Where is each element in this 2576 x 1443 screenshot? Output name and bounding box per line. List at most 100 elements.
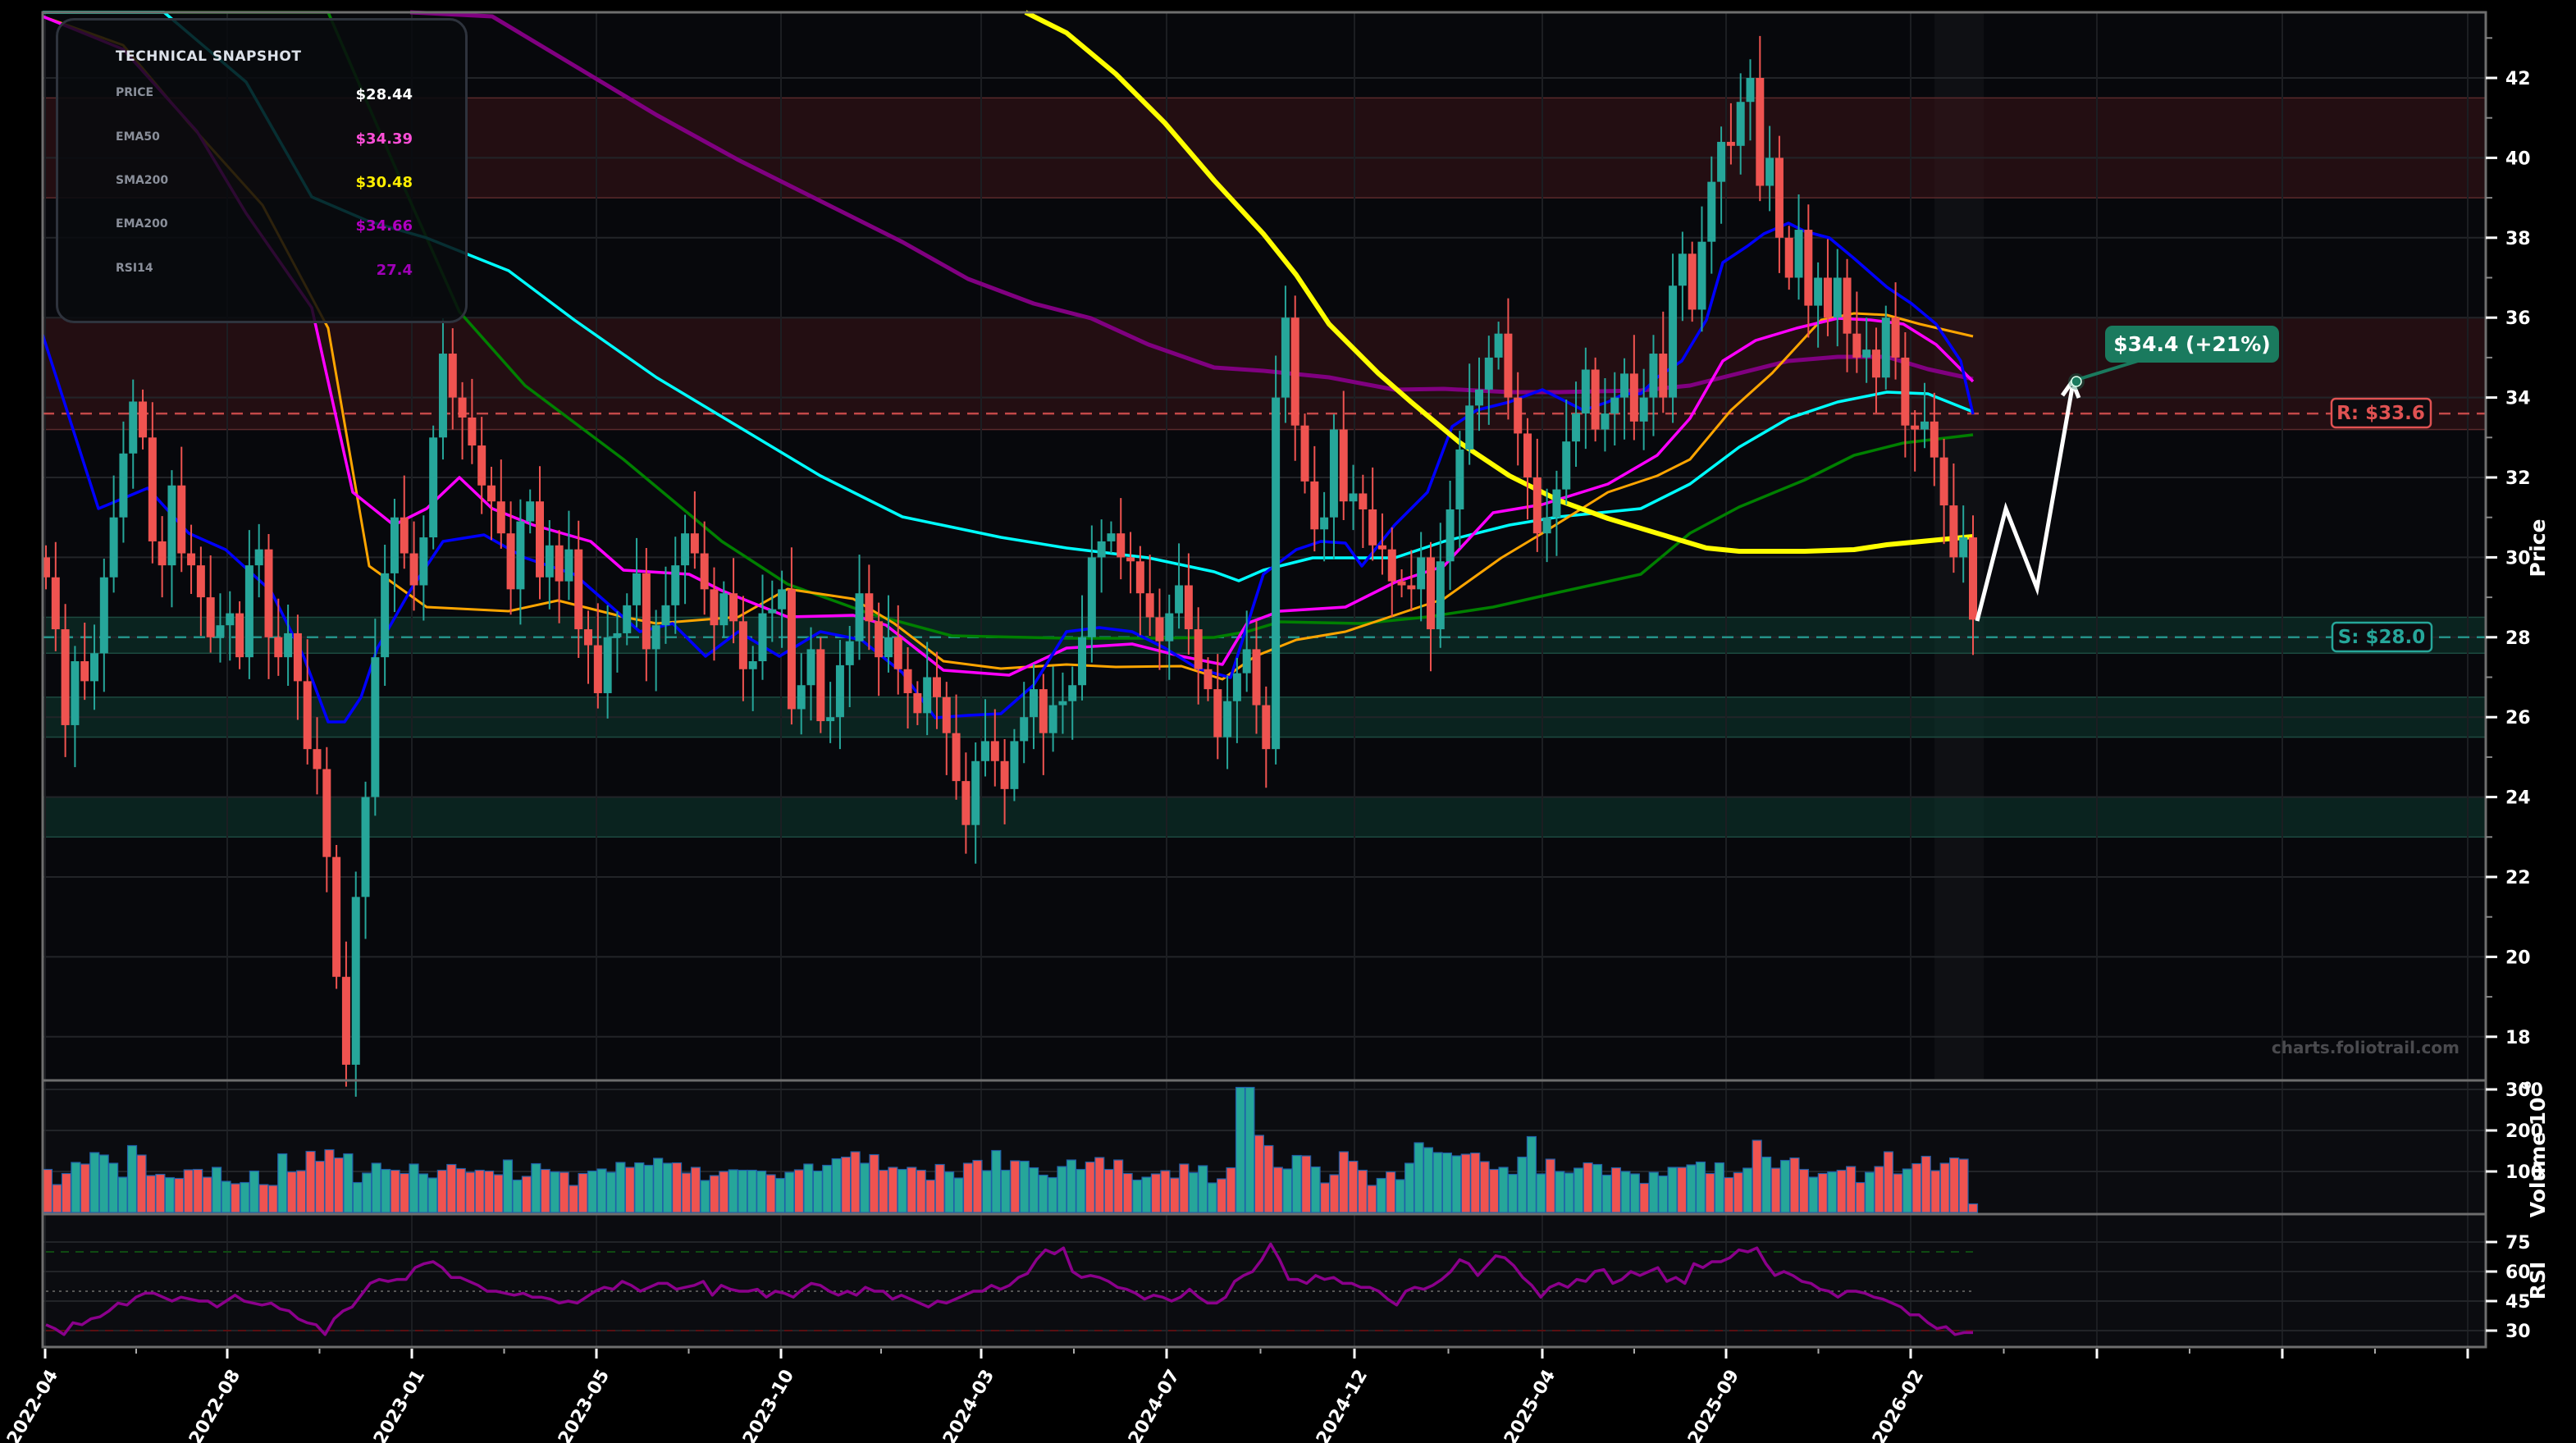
- candle: [1281, 317, 1290, 398]
- candle: [332, 856, 341, 977]
- svg-text:2025-09: 2025-09: [1684, 1367, 1743, 1443]
- candle: [1048, 705, 1057, 733]
- candle: [758, 613, 767, 662]
- candle: [61, 629, 70, 725]
- candle: [486, 485, 496, 502]
- volume-bar: [1714, 1162, 1724, 1213]
- candle: [816, 649, 825, 722]
- volume-bar: [1010, 1160, 1021, 1213]
- volume-bar: [784, 1171, 795, 1213]
- snapshot-row-sma200: SMA200 $30.48: [116, 174, 413, 194]
- volume-bar: [1648, 1171, 1659, 1213]
- candle: [980, 741, 989, 761]
- candle: [80, 661, 89, 682]
- volume-bar: [221, 1180, 231, 1213]
- candle: [1446, 509, 1455, 562]
- candle: [400, 517, 409, 554]
- svg-text:36: 36: [2505, 308, 2531, 329]
- volume-bar: [399, 1172, 410, 1213]
- candle: [1436, 561, 1445, 630]
- candle: [371, 657, 380, 797]
- volume-bar: [1517, 1156, 1528, 1213]
- volume-bar: [1686, 1164, 1697, 1213]
- volume-bar: [52, 1184, 62, 1213]
- candle: [1117, 533, 1126, 558]
- candle: [1329, 429, 1338, 518]
- volume-bar: [1479, 1161, 1490, 1213]
- candle: [797, 685, 806, 710]
- volume-bar: [267, 1185, 278, 1213]
- volume-bar: [202, 1176, 212, 1213]
- candle: [932, 677, 941, 697]
- candle: [806, 649, 815, 686]
- candle: [1068, 685, 1077, 701]
- volume-bar: [1301, 1155, 1312, 1213]
- volume-bar: [1207, 1182, 1217, 1213]
- candle: [313, 749, 322, 769]
- candle: [1377, 545, 1386, 550]
- volume-bar: [324, 1148, 335, 1213]
- volume-bar: [869, 1153, 879, 1213]
- candle: [603, 637, 612, 693]
- candle: [1078, 637, 1087, 686]
- volume-bar: [1836, 1169, 1847, 1213]
- volume-bar: [1198, 1165, 1208, 1213]
- volume-bar: [1555, 1171, 1565, 1213]
- candle: [1804, 230, 1813, 306]
- candle: [555, 545, 564, 582]
- candle: [1697, 241, 1706, 310]
- candle: [1678, 253, 1687, 286]
- volume-bar: [1103, 1168, 1114, 1213]
- volume-bars: [42, 1086, 1979, 1213]
- volume-bar: [1094, 1157, 1105, 1213]
- volume-bar: [1752, 1139, 1762, 1213]
- volume-bar: [314, 1160, 326, 1213]
- volume-bar: [569, 1185, 579, 1213]
- candle: [1514, 397, 1523, 434]
- volume-bar: [700, 1180, 710, 1213]
- volume-bar: [249, 1170, 259, 1213]
- candle: [923, 677, 932, 714]
- snapshot-value: $28.44: [355, 86, 413, 103]
- candle: [1204, 669, 1213, 690]
- volume-bar: [1639, 1182, 1650, 1213]
- volume-bar: [1864, 1171, 1875, 1213]
- volume-bar: [1658, 1175, 1669, 1213]
- snapshot-value: $30.48: [355, 174, 413, 191]
- volume-bar: [1179, 1163, 1190, 1213]
- candle: [187, 553, 196, 566]
- volume-bar: [1395, 1179, 1405, 1213]
- volume-bar: [1245, 1086, 1255, 1213]
- volume-bar: [681, 1172, 692, 1213]
- volume-bar: [1817, 1172, 1828, 1213]
- svg-text:26: 26: [2505, 708, 2531, 728]
- volume-bar: [1592, 1163, 1603, 1213]
- volume-bar: [61, 1172, 71, 1213]
- svg-text:34: 34: [2505, 389, 2531, 409]
- volume-bar: [483, 1170, 495, 1213]
- candle: [1339, 429, 1348, 502]
- candle: [826, 717, 835, 722]
- candle: [1591, 369, 1600, 430]
- volume-bar: [728, 1169, 738, 1213]
- volume-bar: [258, 1184, 269, 1213]
- volume-bar: [1808, 1176, 1819, 1213]
- candle: [1455, 449, 1464, 509]
- volume-bar: [1629, 1173, 1640, 1213]
- candle: [642, 573, 651, 650]
- candle: [1397, 581, 1406, 586]
- volume-bar: [1564, 1172, 1574, 1213]
- volume-bar: [747, 1169, 757, 1213]
- volume-bar: [907, 1167, 917, 1213]
- volume-bar: [1226, 1167, 1236, 1213]
- volume-bar: [1874, 1166, 1884, 1213]
- candle: [1184, 585, 1193, 630]
- candle: [1610, 397, 1619, 414]
- svg-text:2022-04: 2022-04: [3, 1367, 62, 1443]
- candle: [109, 517, 118, 578]
- candle: [1155, 617, 1164, 642]
- volume-bar: [1414, 1142, 1424, 1213]
- candle: [1843, 277, 1852, 334]
- rsi-panel: [43, 1214, 2486, 1347]
- snapshot-value: $34.66: [355, 217, 413, 235]
